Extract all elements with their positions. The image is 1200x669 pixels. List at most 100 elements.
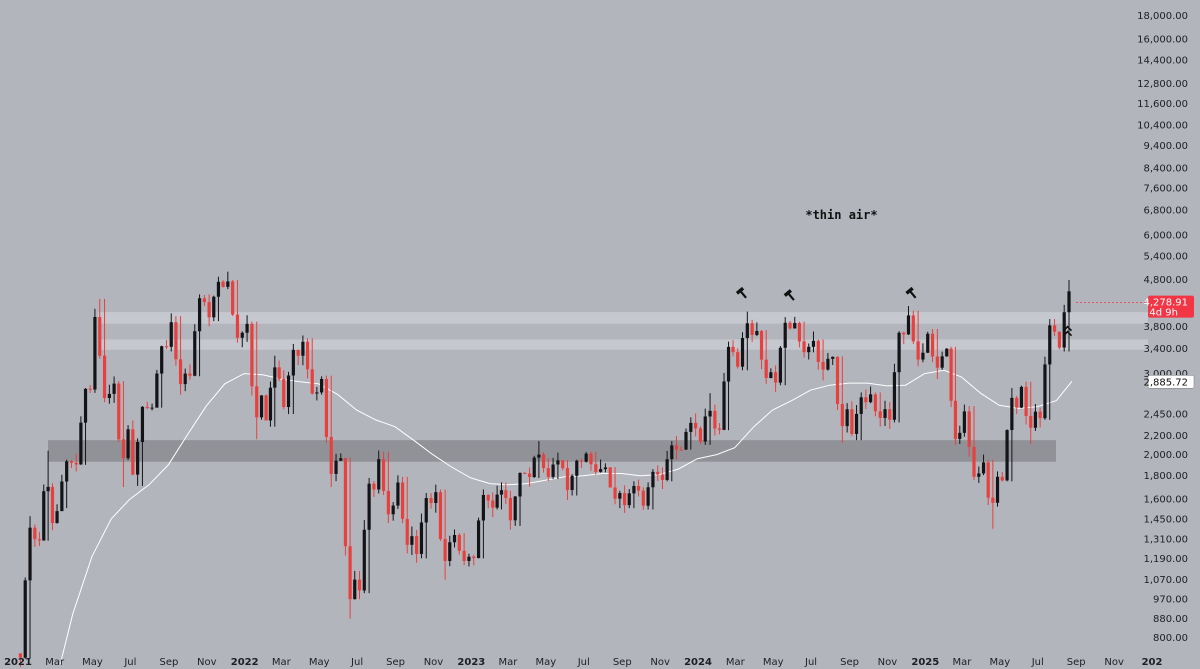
candle-body <box>155 373 159 408</box>
candle <box>145 401 149 410</box>
last-price-badge <box>1148 295 1194 318</box>
candle-body <box>83 388 88 423</box>
candle <box>112 376 116 403</box>
candle-body <box>140 406 145 443</box>
candle-body <box>826 358 830 370</box>
candle <box>339 453 343 462</box>
candle-body <box>911 315 915 342</box>
candle <box>916 310 920 367</box>
y-tick-label: 1,310.00 <box>1143 535 1188 546</box>
candle-body <box>850 409 854 434</box>
candle <box>240 331 244 348</box>
candle <box>226 271 230 290</box>
candle <box>859 392 863 441</box>
candle <box>1000 471 1004 482</box>
candle <box>773 365 778 392</box>
candle <box>764 330 768 384</box>
x-tick-label: May <box>82 657 103 668</box>
candle <box>164 340 169 350</box>
x-tick-label: Mar <box>499 657 519 668</box>
candle-body <box>916 341 920 360</box>
candle-body <box>897 332 901 373</box>
x-tick-label: Mar <box>953 657 973 668</box>
candle-body <box>532 457 536 478</box>
y-tick-label: 2,000.00 <box>1143 450 1188 461</box>
candle <box>472 554 476 566</box>
candle-body <box>627 493 631 506</box>
candle-body <box>481 494 485 521</box>
candle-body <box>651 471 655 488</box>
y-tick-label: 7,600.00 <box>1143 183 1188 194</box>
candle-body <box>250 323 254 387</box>
y-tick-label: 1,190.00 <box>1143 554 1188 565</box>
top-marker-icon <box>905 286 917 299</box>
y-tick-label: 2,200.00 <box>1143 431 1188 442</box>
candle <box>305 338 310 379</box>
candle-body <box>708 410 712 417</box>
candle <box>481 489 485 559</box>
candle-body <box>940 356 944 368</box>
candle-body <box>60 481 64 512</box>
candle <box>46 450 50 541</box>
candle-body <box>831 356 835 359</box>
candle <box>627 489 631 509</box>
candle <box>495 485 499 510</box>
y-tick-label: 880.00 <box>1153 614 1188 625</box>
candle <box>995 471 1000 507</box>
candle-body <box>1043 364 1047 419</box>
candle <box>793 316 797 329</box>
candle-body <box>381 459 386 491</box>
marker-head <box>783 289 792 297</box>
candle-body <box>632 485 636 494</box>
candle <box>674 436 679 460</box>
candle <box>329 375 333 488</box>
candle-body <box>1038 411 1042 419</box>
candle-body <box>183 373 187 385</box>
x-tick-label: 2024 <box>684 657 712 668</box>
marker-head <box>735 286 745 295</box>
y-tick-label: 18,000.00 <box>1137 11 1188 22</box>
y-tick-label: 3,800.00 <box>1143 322 1188 333</box>
y-tick-label: 2,450.00 <box>1143 410 1188 421</box>
candle-body <box>28 527 32 581</box>
candle <box>1057 331 1061 350</box>
candle <box>878 392 882 427</box>
x-tick-label: Jul <box>1031 657 1044 668</box>
y-tick-label: 9,400.00 <box>1143 141 1188 152</box>
candle-body <box>212 296 216 318</box>
candle-body <box>935 356 939 368</box>
candle <box>28 516 32 659</box>
candle-body <box>231 281 235 315</box>
candle-body <box>98 316 102 356</box>
candle-body <box>759 331 764 360</box>
candle <box>231 280 235 316</box>
candle-body <box>467 556 471 561</box>
candle <box>69 460 74 468</box>
x-tick-label: 2022 <box>231 657 259 668</box>
candle <box>65 459 69 509</box>
candle-body <box>362 529 366 591</box>
candle-body <box>902 332 906 335</box>
candle <box>377 450 381 494</box>
candle-body <box>755 331 759 335</box>
candle-body <box>329 436 333 474</box>
candle-body <box>977 473 981 477</box>
candle-body <box>131 429 135 475</box>
candle-body <box>773 372 778 383</box>
candle <box>140 406 145 486</box>
candle <box>850 401 854 437</box>
candle-body <box>324 378 329 437</box>
candle <box>188 364 192 380</box>
candle-body <box>541 454 546 469</box>
x-tick-label: 202 <box>1142 657 1163 668</box>
candle <box>935 328 939 379</box>
candle <box>264 394 268 421</box>
x-tick-label: Sep <box>159 657 178 668</box>
candle <box>897 331 901 423</box>
candle-body <box>415 536 419 554</box>
candle-body <box>788 322 792 329</box>
candle-body <box>764 359 768 379</box>
y-tick-label: 1,070.00 <box>1143 575 1188 586</box>
candle-body <box>778 347 782 383</box>
